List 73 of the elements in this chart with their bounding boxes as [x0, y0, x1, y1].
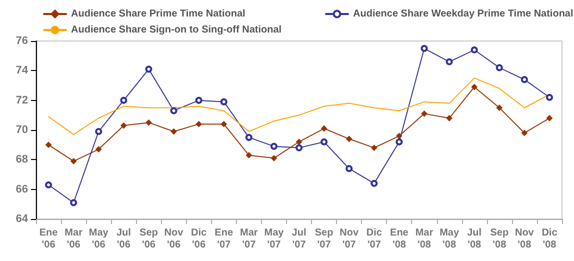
x-tick-label: Nov '08: [514, 228, 534, 250]
x-tick-label: May '07: [264, 228, 284, 250]
x-tick-label: Sep '08: [490, 228, 509, 250]
point: [270, 155, 277, 162]
point: [170, 128, 177, 134]
legend-label: Audience Share Sign-on to Sing-off National: [71, 24, 282, 36]
y-tick-label: 70: [16, 124, 28, 136]
point: [195, 96, 202, 104]
y-tick-label: 66: [16, 183, 28, 196]
point: [70, 158, 77, 164]
x-tick-label: Jul '07: [292, 228, 306, 250]
x-tick-label: Mar '07: [240, 228, 258, 250]
point: [270, 142, 278, 150]
legend-label: Audience Share Prime Time National: [71, 8, 246, 20]
x-tick-label: May '06: [88, 228, 109, 250]
point: [496, 104, 502, 111]
point: [396, 138, 403, 146]
point: [246, 152, 252, 158]
point: [346, 136, 352, 142]
point: [496, 64, 503, 72]
point: [120, 96, 128, 104]
point: [446, 58, 453, 66]
point: [96, 146, 102, 152]
point: [520, 76, 528, 84]
y-tick-label: 76: [16, 35, 28, 47]
point: [245, 134, 252, 141]
x-tick-label: Jul '08: [467, 228, 482, 250]
point: [45, 181, 52, 188]
point: [321, 126, 328, 132]
point: [421, 110, 428, 117]
point: [170, 107, 178, 114]
x-tick-label: Nov '07: [340, 228, 359, 250]
legend-label: Audience Share Weekday Prime Time National: [353, 8, 574, 20]
point: [471, 84, 478, 90]
x-tick-label: Sep '07: [314, 228, 334, 250]
y-tick-label: 68: [16, 154, 28, 166]
point: [120, 122, 127, 129]
x-tick-label: Dic '08: [542, 228, 558, 250]
point: [396, 132, 402, 139]
point: [470, 46, 478, 54]
y-tick-label: 72: [16, 94, 28, 106]
y-tick-label: 74: [16, 64, 29, 77]
point: [371, 144, 378, 151]
point: [145, 66, 152, 73]
point: [370, 180, 378, 187]
point: [220, 98, 228, 106]
y-tick-label: 64: [16, 213, 29, 225]
x-tick-label: Ene '06: [39, 228, 58, 250]
point: [220, 121, 227, 128]
point: [296, 138, 302, 145]
x-tick-label: Dic '07: [366, 228, 382, 250]
x-tick-label: Nov '06: [164, 228, 184, 250]
x-tick-label: Jul '06: [116, 228, 132, 250]
x-tick-label: Sep '06: [140, 228, 158, 250]
point: [146, 120, 152, 126]
point: [546, 115, 552, 122]
point: [446, 115, 452, 122]
point: [95, 128, 102, 135]
point: [296, 144, 302, 152]
x-tick-label: Ene '07: [214, 228, 234, 250]
point: [46, 142, 52, 148]
point: [420, 44, 428, 52]
x-tick-label: Ene '08: [390, 228, 409, 250]
point: [196, 121, 202, 128]
x-tick-label: Dic '06: [191, 228, 208, 250]
point: [70, 199, 78, 206]
x-tick-label: Mar '08: [415, 228, 434, 250]
x-tick-label: Mar '06: [64, 228, 83, 250]
point: [521, 130, 528, 136]
point: [320, 138, 328, 146]
x-tick-label: May '08: [440, 228, 460, 250]
point: [546, 94, 553, 101]
point: [346, 165, 353, 172]
